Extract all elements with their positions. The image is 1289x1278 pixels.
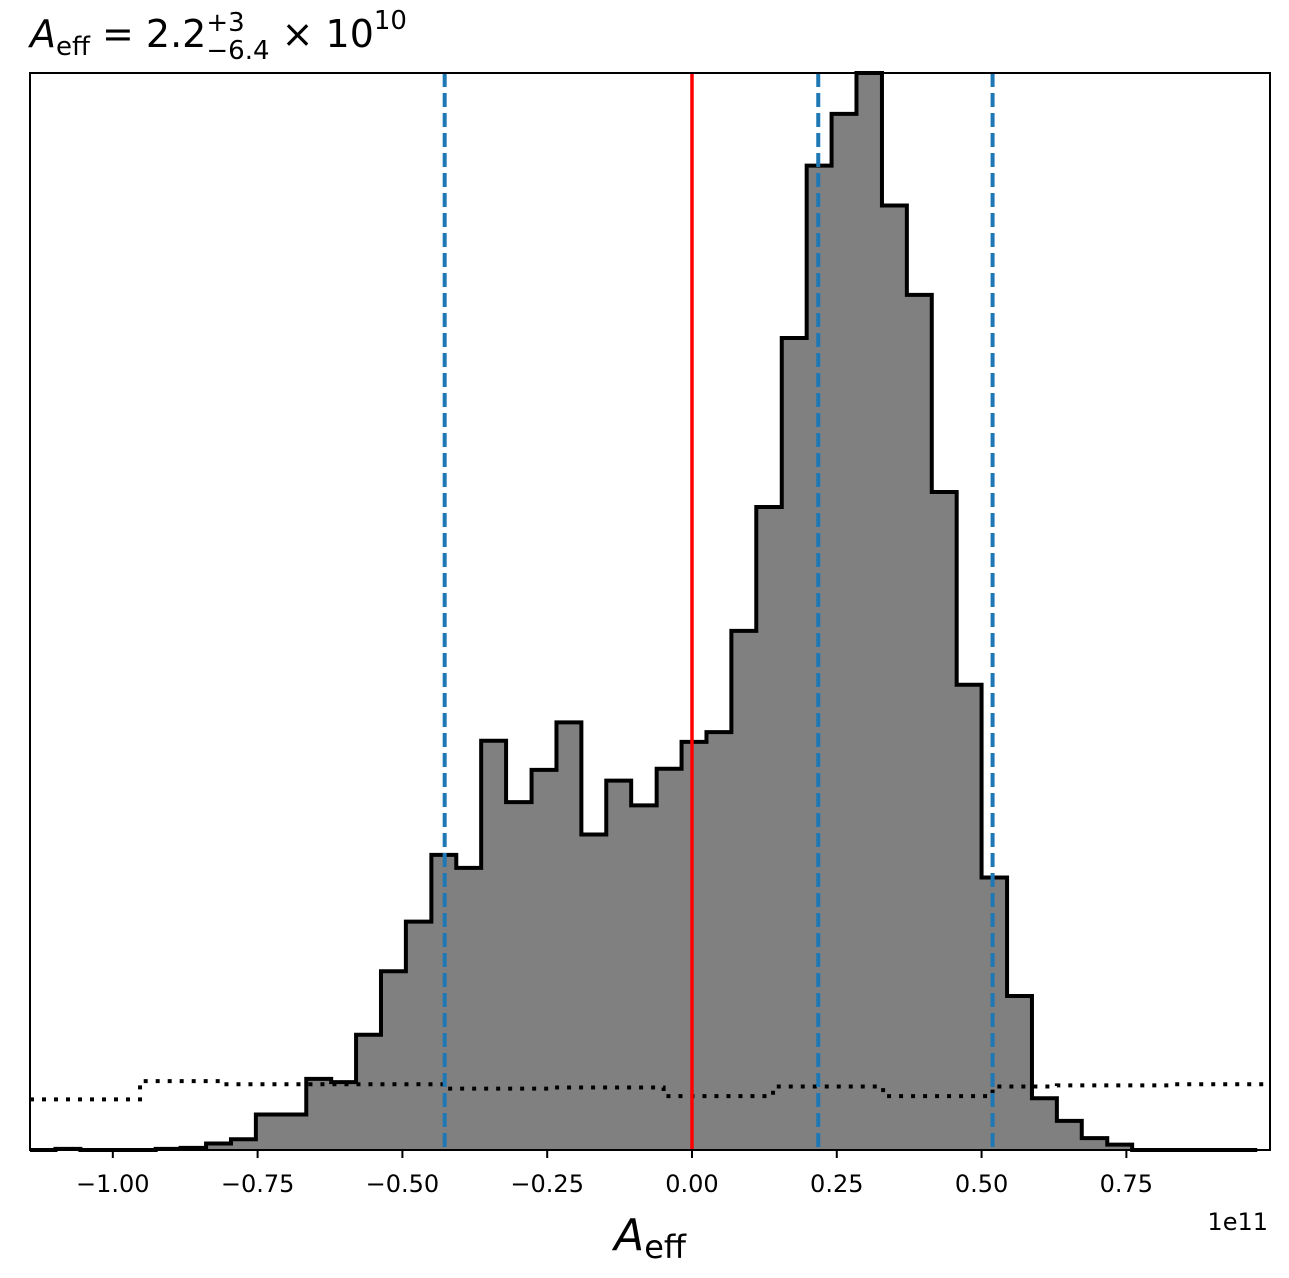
x-axis-offset-text: 1e11 [1207, 1208, 1268, 1236]
histogram-bar [781, 337, 808, 1150]
x-tick-label: −0.50 [366, 1170, 440, 1198]
histogram-bar [1031, 1098, 1058, 1150]
histogram-bar [906, 294, 933, 1150]
histogram-bar [981, 877, 1008, 1150]
title-times: × 10 [270, 12, 374, 56]
histogram-bar [831, 113, 858, 1150]
title-sup: +3 [206, 8, 244, 38]
histogram-bar [481, 740, 507, 1150]
histogram-bar [255, 1114, 282, 1150]
histogram-bar [230, 1139, 257, 1150]
histogram-bar [1056, 1120, 1083, 1150]
histogram-bar [681, 741, 708, 1150]
histogram-bar [1007, 995, 1033, 1150]
x-tick-label: 0.75 [1100, 1170, 1153, 1198]
histogram-bar [956, 684, 983, 1150]
x-tick-label: −1.00 [76, 1170, 150, 1198]
title-eq: = 2.2 [90, 12, 206, 56]
histogram-bar [280, 1114, 307, 1150]
histogram-bar [631, 805, 658, 1150]
histogram-bar [606, 780, 632, 1150]
histogram-bar [306, 1078, 332, 1150]
title-sub: −6.4 [206, 36, 269, 66]
histogram-bar [581, 834, 607, 1150]
plot-area [30, 71, 1270, 1152]
title-symbol-sub: eff [56, 32, 91, 62]
x-tick-label: 0.00 [665, 1170, 718, 1198]
histogram-bar [380, 971, 407, 1150]
histogram-bar [881, 205, 908, 1151]
histogram-bar [405, 921, 432, 1150]
histogram-bar [1107, 1144, 1133, 1150]
histogram-bar [331, 1082, 357, 1150]
x-tick-label: −0.25 [510, 1170, 584, 1198]
histogram-bar [556, 722, 582, 1150]
histogram-bar [856, 73, 883, 1150]
histogram-bar [356, 1034, 382, 1150]
x-axis-ticks: −1.00 −0.75 −0.50 −0.25 0.00 0.25 0.50 0.75 [76, 1150, 1153, 1198]
histogram-bar [731, 630, 757, 1150]
histogram-bar [531, 769, 558, 1150]
x-tick-label: 0.25 [810, 1170, 863, 1198]
x-tick-label: 0.50 [955, 1170, 1008, 1198]
histogram-bar [756, 507, 783, 1150]
histogram-bar [506, 802, 533, 1150]
x-tick-label: −0.75 [221, 1170, 295, 1198]
title-symbol: A [27, 12, 56, 56]
xlabel-symbol: A [611, 1210, 644, 1261]
title-exp: 10 [374, 6, 407, 36]
x-axis-label: Aeff [611, 1210, 687, 1266]
histogram-bar [1081, 1138, 1108, 1150]
chart-title: Aeff = 2.2+3 −6.4 × 1010 [27, 6, 407, 66]
histogram-bar [706, 732, 732, 1150]
xlabel-sub: eff [644, 1228, 687, 1266]
axes-frame [29, 72, 1271, 1151]
prior-line [30, 1079, 1270, 1102]
histogram-bar [206, 1143, 232, 1150]
histogram-bar [456, 867, 482, 1150]
histogram-bar [931, 491, 958, 1150]
histogram-outline [30, 71, 1258, 1152]
histogram-bar [656, 768, 683, 1150]
